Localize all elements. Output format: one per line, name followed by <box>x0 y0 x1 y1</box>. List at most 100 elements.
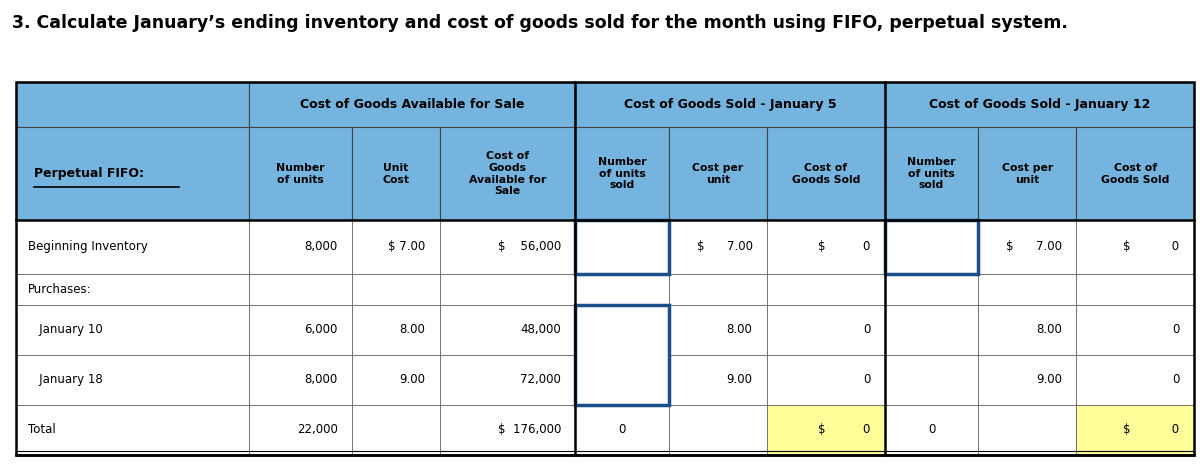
Text: 0: 0 <box>863 323 870 336</box>
Text: 8.00: 8.00 <box>1036 323 1062 336</box>
Bar <box>16 82 250 127</box>
Bar <box>575 305 668 405</box>
Bar <box>352 220 439 274</box>
Text: 9.00: 9.00 <box>1036 373 1062 386</box>
Text: 0: 0 <box>1172 373 1180 386</box>
Bar <box>884 405 978 455</box>
Bar <box>16 220 250 274</box>
Text: 8.00: 8.00 <box>400 323 425 336</box>
Bar <box>884 355 978 405</box>
Text: 0: 0 <box>1172 323 1180 336</box>
Bar <box>16 274 250 305</box>
Bar <box>1076 355 1194 405</box>
Bar <box>767 355 884 405</box>
Bar <box>884 127 978 220</box>
Text: $           0: $ 0 <box>1123 240 1180 253</box>
Bar <box>16 127 250 220</box>
Bar <box>978 305 1076 355</box>
Bar <box>884 82 1194 127</box>
Bar <box>439 274 575 305</box>
Text: 8,000: 8,000 <box>305 373 337 386</box>
Bar <box>575 274 668 305</box>
Bar <box>250 220 352 274</box>
Bar <box>884 220 978 274</box>
Bar <box>668 305 767 355</box>
Text: Cost of
Goods Sold: Cost of Goods Sold <box>1100 163 1169 185</box>
Bar <box>250 305 352 355</box>
Bar <box>250 82 575 127</box>
Bar <box>1076 220 1194 274</box>
Bar <box>575 355 668 405</box>
Bar <box>1076 305 1194 355</box>
Bar <box>884 274 978 305</box>
Bar <box>439 127 575 220</box>
Text: January 10: January 10 <box>28 323 102 336</box>
Text: $    56,000: $ 56,000 <box>498 240 560 253</box>
Bar <box>250 405 352 455</box>
Text: $          0: $ 0 <box>818 423 870 436</box>
Bar <box>16 355 250 405</box>
Text: Cost per
unit: Cost per unit <box>692 163 744 185</box>
Bar <box>1076 405 1194 455</box>
Text: Cost per
unit: Cost per unit <box>1002 163 1052 185</box>
Text: Purchases:: Purchases: <box>28 283 91 296</box>
Text: $  176,000: $ 176,000 <box>498 423 560 436</box>
Bar <box>767 405 884 455</box>
Bar <box>767 127 884 220</box>
Text: $           0: $ 0 <box>1123 423 1180 436</box>
Text: Perpetual FIFO:: Perpetual FIFO: <box>35 167 144 180</box>
Text: Cost of
Goods Sold: Cost of Goods Sold <box>792 163 860 185</box>
Text: Unit
Cost: Unit Cost <box>383 163 409 185</box>
Bar <box>978 127 1076 220</box>
Text: 8,000: 8,000 <box>305 240 337 253</box>
Text: Cost of Goods Sold - January 12: Cost of Goods Sold - January 12 <box>929 98 1150 111</box>
Bar <box>16 305 250 355</box>
Bar <box>767 274 884 305</box>
Text: Total: Total <box>28 423 55 436</box>
Text: 8.00: 8.00 <box>727 323 752 336</box>
Text: 0: 0 <box>863 373 870 386</box>
Text: 6,000: 6,000 <box>305 323 337 336</box>
Bar <box>575 220 668 274</box>
Bar <box>575 305 668 355</box>
Text: Cost of Goods Available for Sale: Cost of Goods Available for Sale <box>300 98 524 111</box>
Text: 72,000: 72,000 <box>520 373 560 386</box>
Bar <box>575 405 668 455</box>
Bar <box>439 305 575 355</box>
Text: 48,000: 48,000 <box>521 323 560 336</box>
Bar <box>439 355 575 405</box>
Bar <box>352 355 439 405</box>
Bar <box>352 274 439 305</box>
Text: Cost of
Goods
Available for
Sale: Cost of Goods Available for Sale <box>469 151 546 196</box>
Bar <box>1076 274 1194 305</box>
Text: $      7.00: $ 7.00 <box>1006 240 1062 253</box>
Text: 0: 0 <box>618 423 626 436</box>
Bar <box>250 355 352 405</box>
Text: 9.00: 9.00 <box>400 373 425 386</box>
Text: 22,000: 22,000 <box>296 423 337 436</box>
Bar <box>668 220 767 274</box>
Text: $          0: $ 0 <box>818 240 870 253</box>
Text: Number
of units
sold: Number of units sold <box>907 157 955 190</box>
Bar <box>767 305 884 355</box>
Bar <box>978 274 1076 305</box>
Bar <box>884 220 978 274</box>
Bar <box>668 405 767 455</box>
Text: $      7.00: $ 7.00 <box>696 240 752 253</box>
Bar <box>575 127 668 220</box>
Bar <box>668 274 767 305</box>
Text: 9.00: 9.00 <box>726 373 752 386</box>
Bar <box>767 220 884 274</box>
Bar <box>978 405 1076 455</box>
Text: 0: 0 <box>928 423 935 436</box>
Bar <box>575 82 884 127</box>
Bar <box>250 127 352 220</box>
Bar <box>16 405 250 455</box>
Text: 3. Calculate January’s ending inventory and cost of goods sold for the month usi: 3. Calculate January’s ending inventory … <box>12 14 1068 32</box>
Bar <box>439 405 575 455</box>
Text: Number
of units
sold: Number of units sold <box>598 157 647 190</box>
Bar <box>884 305 978 355</box>
Bar <box>1076 127 1194 220</box>
Text: Cost of Goods Sold - January 5: Cost of Goods Sold - January 5 <box>624 98 836 111</box>
Text: Beginning Inventory: Beginning Inventory <box>28 240 148 253</box>
